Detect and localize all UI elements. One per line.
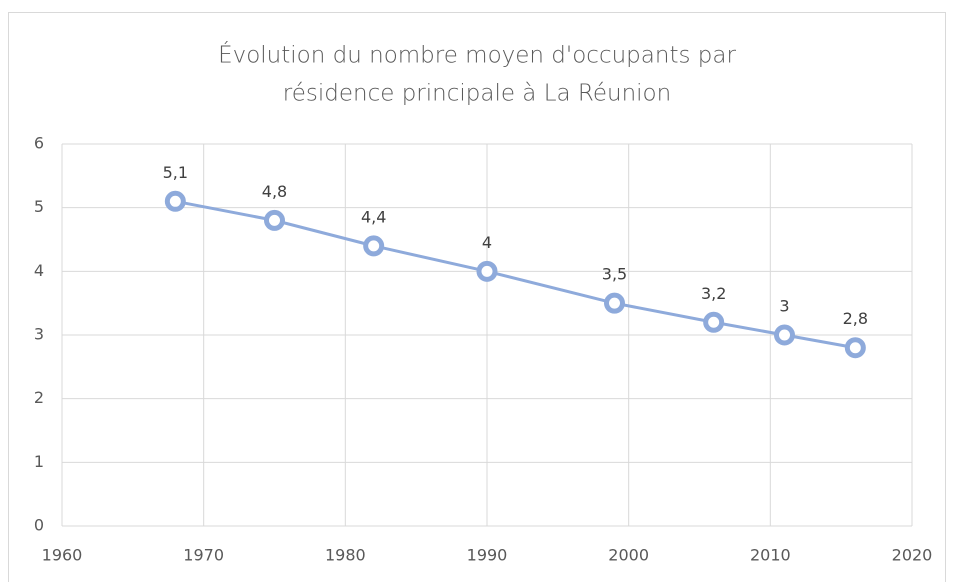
point-marker	[164, 190, 186, 212]
point-marker	[774, 324, 795, 346]
y-tick-label: 5	[34, 197, 44, 216]
point-marker	[363, 235, 385, 257]
x-tick-label: 2000	[608, 546, 649, 565]
chart-title: résidence principale à La Réunion	[283, 81, 671, 107]
point-marker	[476, 260, 498, 282]
chart-border	[8, 12, 946, 582]
y-tick-label: 1	[34, 452, 44, 471]
x-tick-label: 1980	[325, 546, 366, 565]
point-marker	[844, 337, 866, 359]
data-label: 4,8	[262, 182, 287, 201]
series-line	[175, 199, 856, 350]
point-marker	[703, 311, 725, 333]
x-tick-label: 1970	[183, 546, 224, 565]
data-label: 2,8	[843, 309, 868, 328]
x-tick-label: 2010	[750, 546, 791, 565]
data-label: 3,5	[602, 265, 627, 284]
data-label: 3	[779, 297, 789, 316]
data-label: 4,4	[361, 207, 386, 226]
data-label: 3,2	[701, 284, 726, 303]
data-label: 5,1	[163, 163, 188, 182]
x-tick-label: 1990	[467, 546, 508, 565]
y-tick-label: 2	[34, 388, 44, 407]
data-label: 4	[482, 233, 492, 252]
y-tick-label: 0	[34, 516, 44, 535]
x-tick-label: 1960	[42, 546, 83, 565]
y-tick-label: 3	[34, 325, 44, 344]
chart-title: Évolution du nombre moyen d'occupants pa…	[218, 41, 736, 69]
y-tick-label: 4	[34, 261, 44, 280]
point-marker	[264, 209, 285, 231]
point-marker	[604, 292, 625, 314]
x-tick-label: 2020	[892, 546, 933, 565]
y-tick-label: 6	[34, 134, 44, 153]
